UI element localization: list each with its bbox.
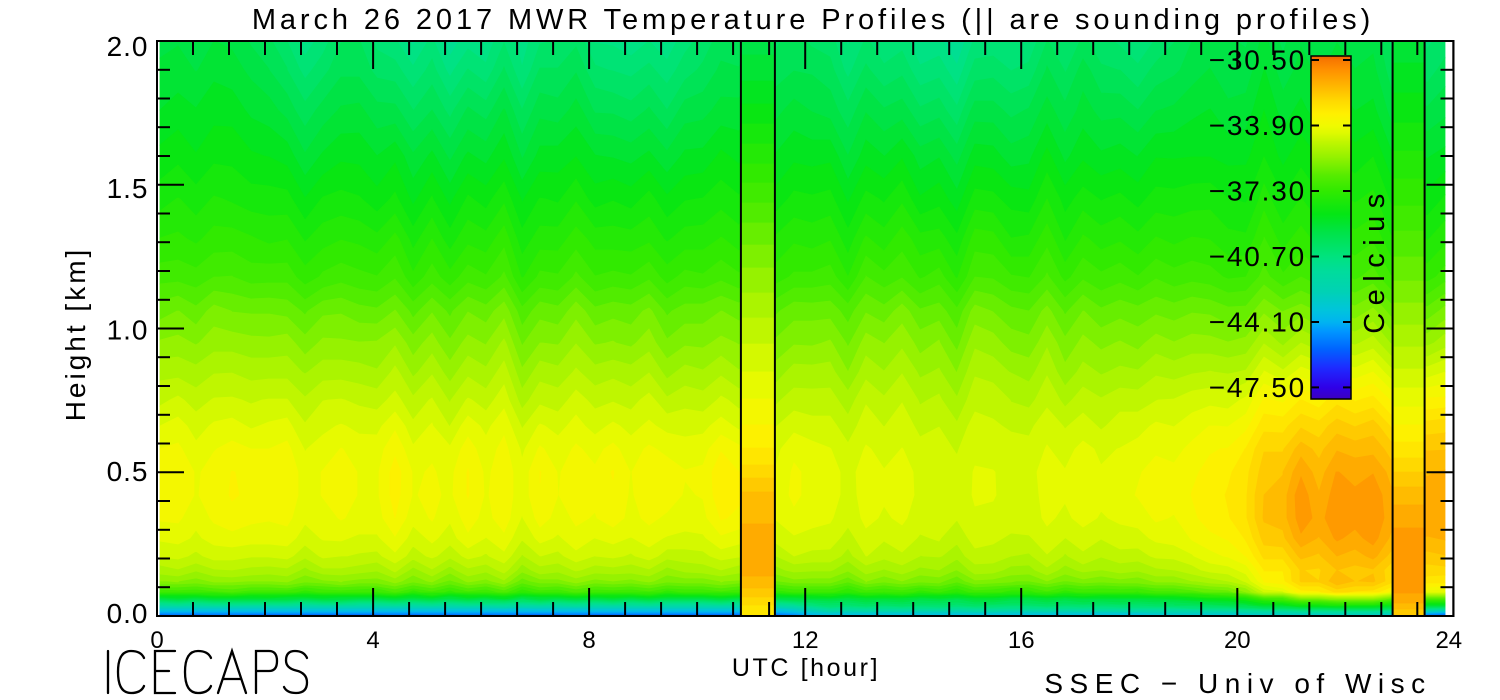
svg-text:March 26 2017 MWR Temperature: March 26 2017 MWR Temperature Profiles (…: [252, 4, 1374, 36]
svg-text:−40.70: −40.70: [1209, 241, 1306, 272]
svg-text:8: 8: [582, 627, 595, 654]
svg-text:12: 12: [792, 627, 819, 654]
svg-text:−37.30: −37.30: [1209, 176, 1306, 207]
svg-text:2.0: 2.0: [107, 31, 149, 62]
svg-text:−30.50: −30.50: [1209, 45, 1306, 76]
svg-text:0: 0: [150, 627, 163, 654]
svg-text:0.0: 0.0: [107, 598, 149, 629]
svg-text:1.5: 1.5: [107, 173, 149, 204]
svg-text:SSEC − Univ of Wisc: SSEC − Univ of Wisc: [1044, 668, 1431, 699]
svg-text:−33.90: −33.90: [1209, 110, 1306, 141]
svg-text:Celcius: Celcius: [1359, 186, 1391, 334]
svg-text:16: 16: [1008, 627, 1035, 654]
svg-text:24: 24: [1435, 627, 1462, 654]
svg-text:−44.10: −44.10: [1209, 307, 1306, 338]
svg-text:20: 20: [1224, 627, 1251, 654]
svg-text:1.0: 1.0: [107, 315, 149, 346]
svg-text:Height [km]: Height [km]: [60, 247, 91, 422]
svg-text:UTC [hour]: UTC [hour]: [732, 654, 880, 682]
svg-text:4: 4: [366, 627, 379, 654]
svg-text:−47.50: −47.50: [1209, 372, 1306, 403]
svg-text:0.5: 0.5: [107, 456, 149, 487]
